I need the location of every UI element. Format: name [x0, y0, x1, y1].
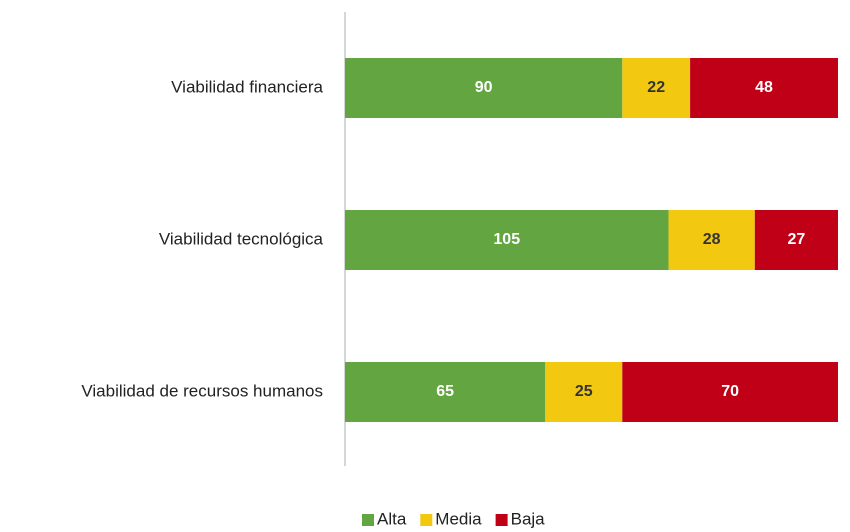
value-label: 25: [575, 383, 593, 400]
legend-label: Media: [435, 509, 482, 528]
category-label: Viabilidad financiera: [171, 77, 323, 96]
bar-segment: [345, 210, 669, 270]
legend-label: Alta: [377, 509, 407, 528]
bar-segment: [754, 210, 838, 270]
value-label: 28: [703, 231, 721, 248]
value-label: 27: [788, 231, 806, 248]
value-label: 90: [475, 79, 493, 96]
legend-swatch: [362, 514, 374, 526]
value-label: 65: [436, 383, 454, 400]
value-label: 22: [647, 79, 665, 96]
bar-segment: [345, 58, 623, 118]
category-label: Viabilidad de recursos humanos: [81, 381, 323, 400]
bar-segment: [622, 362, 838, 422]
bar-segment: [668, 210, 755, 270]
value-label: 70: [721, 383, 739, 400]
bar-segment: [690, 58, 838, 118]
legend-swatch: [495, 514, 508, 526]
category-label: Viabilidad tecnológica: [159, 229, 324, 248]
legend-label: Baja: [511, 509, 546, 528]
value-label: 105: [493, 231, 520, 248]
bar-segment: [622, 58, 691, 118]
bar-segment: [345, 362, 546, 422]
bar-segment: [545, 362, 623, 422]
value-label: 48: [755, 79, 773, 96]
legend-swatch: [420, 514, 433, 526]
